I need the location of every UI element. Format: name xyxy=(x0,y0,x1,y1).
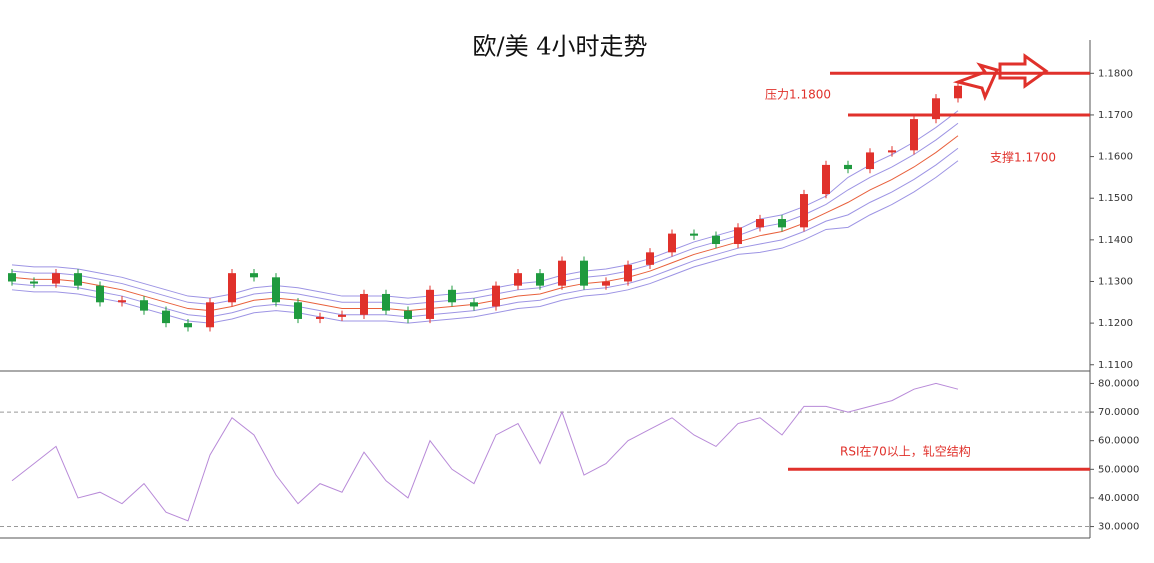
candle-body xyxy=(184,323,192,328)
y-tick-label: 1.1500 xyxy=(1098,193,1133,204)
candle-body xyxy=(338,314,346,317)
candle-body xyxy=(8,273,16,282)
y-tick-label: 50.0000 xyxy=(1098,464,1139,475)
y-tick-label: 40.0000 xyxy=(1098,493,1139,504)
annotation: 支撑1.1700 xyxy=(990,150,1056,165)
candle-body xyxy=(536,273,544,286)
candle-body xyxy=(206,302,214,328)
candle-body xyxy=(756,219,764,228)
candle-body xyxy=(250,273,258,278)
candle-body xyxy=(272,277,280,303)
candle-body xyxy=(646,252,654,265)
candle-body xyxy=(360,293,368,315)
chart-title: 欧/美 4小时走势 xyxy=(473,33,648,61)
candle-body xyxy=(470,302,478,307)
candle-body xyxy=(558,260,566,286)
arrows xyxy=(952,53,1049,102)
candle-body xyxy=(844,164,852,170)
y-tick-label: 70.0000 xyxy=(1098,407,1139,418)
y-tick-label: 1.1100 xyxy=(1098,360,1133,371)
candle-body xyxy=(74,273,82,286)
series-line xyxy=(11,110,959,299)
candle-body xyxy=(404,310,412,319)
candle-body xyxy=(30,281,38,284)
candle-body xyxy=(888,150,896,153)
y-tick-label: 60.0000 xyxy=(1098,436,1139,447)
series-line xyxy=(11,147,959,318)
candle-body xyxy=(294,302,302,319)
candle-body xyxy=(954,85,962,99)
candle-body xyxy=(52,273,60,284)
y-tick-label: 1.1700 xyxy=(1098,110,1133,121)
candle-body xyxy=(448,289,456,303)
candle-body xyxy=(140,300,148,311)
candle-body xyxy=(316,316,324,319)
candle-body xyxy=(866,152,874,170)
candle-body xyxy=(602,281,610,286)
candle-body xyxy=(778,219,786,228)
y-tick-label: 1.1600 xyxy=(1098,152,1133,163)
candle-body xyxy=(492,285,500,307)
candle-body xyxy=(514,273,522,286)
y-tick-label: 1.1300 xyxy=(1098,276,1133,287)
y-tick-label: 1.1200 xyxy=(1098,318,1133,329)
candle-body xyxy=(228,273,236,303)
annotation: 压力1.1800 xyxy=(765,88,831,102)
annotation: RSI在70以上，轧空结构 xyxy=(840,444,971,459)
candle-body xyxy=(712,235,720,245)
candle-body xyxy=(162,310,170,324)
candle-body xyxy=(382,293,390,311)
candle-body xyxy=(690,233,698,236)
series-line xyxy=(11,122,959,305)
candle-body xyxy=(822,164,830,195)
candle-body xyxy=(668,233,676,253)
arrow xyxy=(998,53,1049,89)
candle-body xyxy=(800,194,808,228)
candle-body xyxy=(734,227,742,245)
candle-body xyxy=(910,119,918,151)
arrow xyxy=(952,62,1000,102)
candle-body xyxy=(96,285,104,303)
candle-body xyxy=(624,264,632,282)
y-tick-label: 1.1800 xyxy=(1098,68,1133,79)
series-line xyxy=(11,135,959,312)
candle-body xyxy=(932,98,940,120)
y-tick-label: 30.0000 xyxy=(1098,522,1139,533)
candle-body xyxy=(426,289,434,319)
y-tick-label: 80.0000 xyxy=(1098,378,1139,389)
y-tick-label: 1.1400 xyxy=(1098,235,1133,246)
candle-body xyxy=(118,300,126,303)
series-line xyxy=(11,382,959,522)
candle-body xyxy=(580,260,588,286)
